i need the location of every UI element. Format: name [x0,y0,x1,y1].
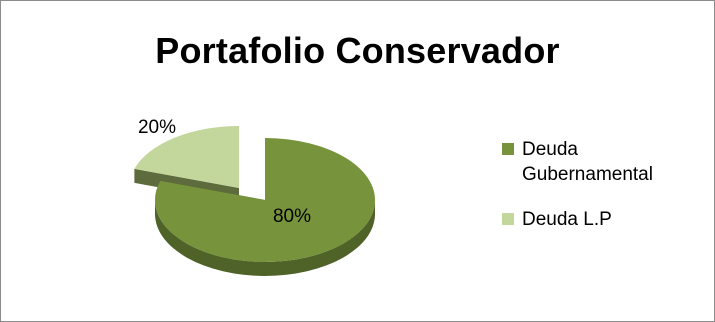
data-label-deuda-gubernamental: 80% [273,206,311,227]
legend-label-deuda-gubernamental-line2: Gubernamental [522,164,653,185]
pie-slice-deuda-gubernamental [154,138,375,263]
legend-label-deuda-gubernamental-line1: Deuda [522,139,578,160]
legend-item-deuda-lp: Deuda L.P [498,207,708,232]
legend-item-deuda-gubernamental: Deuda Gubernamental [498,137,708,187]
legend-swatch-deuda-gubernamental [502,143,514,155]
legend: Deuda Gubernamental Deuda L.P [498,137,708,252]
legend-swatch-deuda-lp [502,213,514,225]
pie-rim-deuda-gubernamental [155,200,375,276]
legend-label-deuda-lp: Deuda L.P [522,209,612,230]
chart-title: Portafolio Conservador [155,30,560,71]
data-label-deuda-l-p: 20% [138,117,176,138]
pie-slice-deuda-l-p [134,126,239,188]
